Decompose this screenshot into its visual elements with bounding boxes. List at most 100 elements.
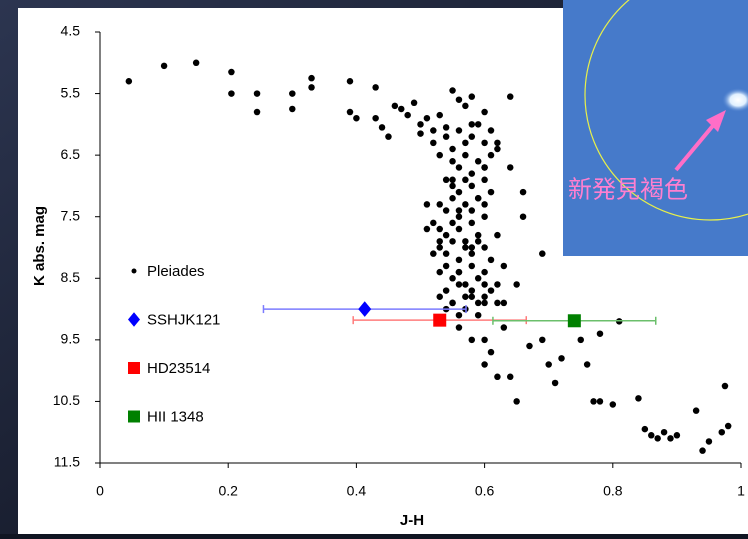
point: [500, 262, 508, 270]
point: [692, 407, 700, 414]
point: [442, 124, 450, 131]
point: [539, 250, 546, 257]
y-tick-label: 11.5: [54, 454, 80, 470]
point: [462, 281, 469, 288]
point: [442, 250, 450, 257]
point: [423, 225, 431, 233]
point: [699, 447, 706, 454]
legend: Pleiades SSHJK121 HD23514 HII 1348: [128, 263, 220, 425]
legend-label: Pleiades: [147, 263, 205, 280]
point: [462, 151, 469, 159]
point: [551, 379, 559, 387]
y-tick-label: 8.5: [61, 269, 81, 285]
inset-image: 新発見褐色: [563, 0, 748, 256]
point: [468, 293, 476, 301]
x-axis-label: J-H: [400, 512, 424, 529]
point: [487, 348, 495, 356]
point: [378, 124, 386, 131]
x-tick-label: 1: [737, 483, 745, 499]
point: [468, 262, 476, 270]
point: [468, 219, 476, 227]
point: [449, 238, 456, 245]
point: [410, 99, 418, 107]
point: [474, 121, 482, 128]
point: [449, 219, 456, 227]
point: [468, 287, 476, 294]
point: [609, 401, 617, 408]
point: [673, 432, 681, 439]
point: [641, 425, 649, 433]
point: [481, 299, 488, 307]
point: [596, 398, 604, 405]
point: [494, 139, 501, 147]
point: [539, 336, 546, 344]
point: [596, 330, 604, 337]
point: [353, 114, 360, 122]
point: [253, 90, 261, 97]
point: [423, 201, 431, 208]
point: [567, 314, 581, 328]
point: [455, 213, 463, 220]
point: [494, 299, 501, 307]
point: [481, 244, 488, 251]
point: [449, 158, 456, 165]
point: [455, 256, 463, 264]
point: [590, 398, 597, 405]
point: [506, 93, 514, 100]
point: [391, 102, 399, 110]
point: [455, 324, 463, 331]
legend-swatch: [131, 268, 137, 274]
point: [481, 281, 488, 288]
point: [430, 250, 437, 257]
point: [423, 114, 431, 122]
point: [442, 231, 450, 239]
point: [519, 188, 527, 196]
point: [433, 313, 447, 327]
point: [462, 176, 469, 184]
legend-label: HD23514: [147, 360, 210, 377]
point: [462, 139, 469, 147]
point: [449, 182, 456, 190]
point: [449, 145, 456, 153]
point: [487, 287, 495, 294]
point: [462, 293, 469, 301]
point: [455, 127, 463, 134]
point: [487, 127, 495, 134]
point: [455, 207, 463, 214]
x-tick-label: 0: [96, 483, 104, 499]
point: [462, 201, 469, 208]
point: [494, 145, 501, 153]
point: [474, 275, 482, 282]
point: [487, 151, 495, 159]
point: [468, 121, 476, 128]
point: [430, 139, 437, 147]
point: [481, 361, 488, 368]
point: [404, 111, 411, 119]
point: [372, 84, 379, 91]
point: [506, 373, 514, 381]
point: [462, 244, 469, 251]
point: [494, 373, 501, 381]
point: [474, 299, 482, 307]
point: [667, 435, 674, 442]
point: [442, 262, 450, 270]
point: [635, 395, 642, 402]
point: [430, 127, 437, 134]
x-tick-label: 0.4: [347, 483, 367, 499]
point: [372, 114, 379, 122]
point: [468, 133, 476, 140]
point: [500, 324, 508, 331]
point: [308, 84, 315, 91]
point: [449, 176, 456, 184]
point: [481, 213, 488, 220]
point: [474, 231, 482, 239]
point: [494, 231, 501, 239]
legend-label: HII 1348: [147, 408, 204, 425]
point: [487, 256, 495, 264]
point: [481, 201, 488, 208]
point: [346, 78, 354, 85]
point: [436, 111, 443, 119]
x-tick-label: 0.2: [218, 483, 238, 499]
point: [308, 74, 315, 82]
point: [468, 182, 476, 190]
